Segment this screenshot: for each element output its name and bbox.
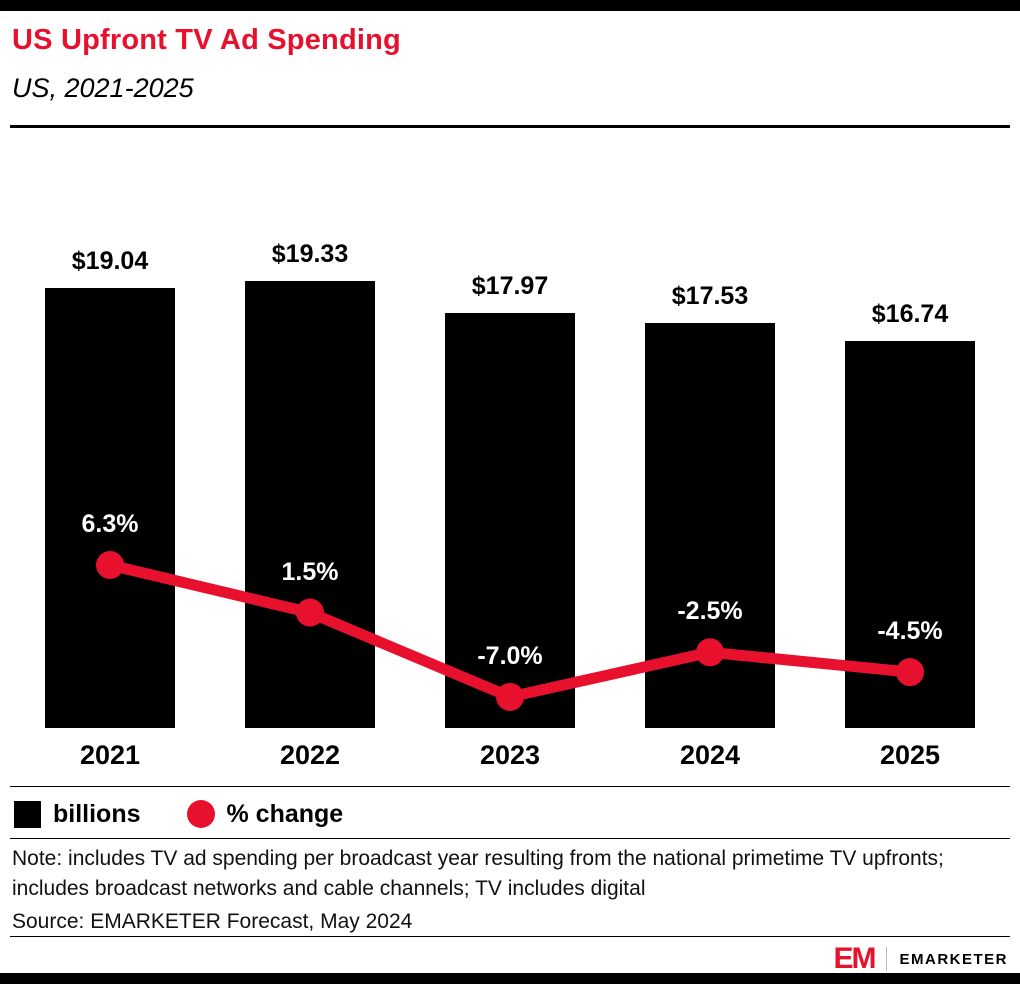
- footer: EM EMARKETER: [12, 944, 1008, 974]
- line-swatch-icon: [186, 800, 215, 828]
- legend-label: billions: [53, 799, 141, 828]
- bar-2023: [445, 312, 575, 728]
- x-axis-label: 2022: [279, 740, 341, 770]
- bar-2021: [45, 288, 175, 728]
- pct-change-label: 6.3%: [81, 510, 139, 538]
- note-text: Note: includes TV ad spending per broadc…: [12, 847, 944, 901]
- note-footer-divider: [10, 936, 1010, 937]
- pct-change-label: -2.5%: [677, 597, 743, 626]
- bar-swatch-icon: [14, 800, 41, 828]
- bar-value-label: $19.04: [71, 247, 149, 276]
- pct-change-label: -4.5%: [877, 617, 943, 646]
- bottom-accent-bar: [0, 973, 1020, 984]
- legend-item-billions: billions: [14, 800, 141, 829]
- brand-name: EMARKETER: [899, 950, 1008, 968]
- chart-legend: billions % change: [14, 792, 373, 836]
- legend-item-pct-change: % change: [186, 799, 344, 829]
- bar-value-label: $19.33: [271, 240, 349, 269]
- x-axis-label: 2021: [79, 740, 141, 770]
- bar-2022: [245, 281, 375, 728]
- chart-area: $19.04 2021 $19.33 2022 $17.97 2023 $17.53 2024…: [10, 130, 1010, 786]
- pct-change-label: -7.0%: [477, 641, 543, 670]
- x-axis-label: 2024: [679, 740, 741, 770]
- chart-header: US Upfront TV Ad Spending US, 2021-2025: [12, 24, 1008, 104]
- page-subtitle: US, 2021-2025: [12, 73, 194, 103]
- bar-value-label: $17.53: [671, 282, 749, 311]
- legend-note-divider: [10, 838, 1010, 839]
- footer-divider: [886, 947, 888, 971]
- top-accent-bar: [0, 0, 1020, 11]
- line-marker-icon: [296, 598, 324, 627]
- source-text: Source: EMARKETER Forecast, May 2024: [12, 910, 413, 934]
- legend-label: % change: [226, 799, 344, 828]
- x-axis-label: 2023: [479, 740, 541, 770]
- pct-change-line: [96, 551, 924, 711]
- line-marker-icon: [496, 682, 524, 711]
- line-marker-icon: [696, 638, 724, 667]
- line-marker-icon: [96, 551, 124, 580]
- page-title: US Upfront TV Ad Spending: [12, 24, 401, 56]
- bar-value-label: $17.97: [471, 271, 549, 300]
- pct-change-label: 1.5%: [281, 557, 339, 586]
- axis-legend-divider: [10, 786, 1010, 787]
- notes-section: Note: includes TV ad spending per broadc…: [12, 844, 1008, 936]
- bar-value-label: $16.74: [871, 300, 949, 329]
- emarketer-logo-icon: EM: [833, 942, 876, 975]
- x-axis-label: 2025: [879, 740, 941, 770]
- header-divider: [10, 125, 1010, 128]
- line-marker-icon: [896, 658, 924, 687]
